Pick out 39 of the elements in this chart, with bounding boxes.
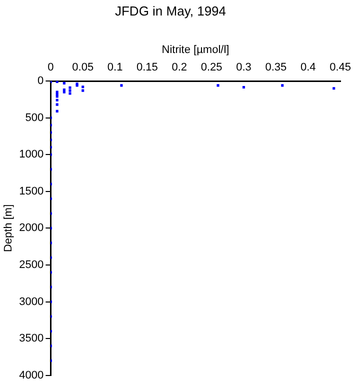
x-tick-label: 0.3	[236, 61, 252, 74]
x-tick-label: 0.05	[72, 61, 94, 74]
point	[120, 84, 123, 87]
x-tick-label: 0.25	[200, 61, 222, 74]
point	[56, 103, 58, 106]
point	[216, 84, 220, 87]
x-tick-label: 0.1	[107, 61, 123, 74]
y-tick-label: 2500	[19, 259, 44, 272]
y-tick-label: 500	[25, 112, 44, 124]
point	[332, 87, 336, 90]
y-tick-label: 4000	[19, 369, 44, 382]
y-tick-label: 1500	[19, 185, 44, 198]
point	[56, 95, 58, 98]
point	[62, 90, 66, 94]
point	[281, 84, 284, 87]
chart-title: JFDG in May, 1994	[114, 3, 226, 18]
x-tick-label: 0	[48, 61, 54, 74]
y-axis-title: Depth [m]	[2, 204, 15, 252]
y-tick-label: 3000	[19, 296, 44, 308]
point	[62, 88, 66, 92]
point	[82, 86, 84, 88]
point	[56, 98, 58, 102]
y-tick-label: 2000	[19, 222, 44, 234]
point	[68, 92, 72, 95]
y-tick-label: 1000	[19, 148, 44, 161]
x-tick-label: 0.45	[330, 61, 352, 74]
x-tick-label: 0.35	[265, 61, 287, 74]
x-axis-title: Nitrite [µmol/l]	[162, 44, 230, 56]
y-tick-label: 0	[38, 75, 44, 88]
x-tick-label: 0.2	[172, 61, 188, 74]
point	[62, 82, 66, 84]
x-tick-label: 0.15	[136, 61, 158, 74]
point	[68, 86, 72, 89]
point	[242, 86, 246, 89]
y-tick-label: 3500	[19, 332, 44, 345]
x-tick-label: 0.4	[300, 61, 316, 74]
point	[68, 89, 72, 92]
point	[56, 110, 58, 112]
point	[82, 89, 84, 92]
